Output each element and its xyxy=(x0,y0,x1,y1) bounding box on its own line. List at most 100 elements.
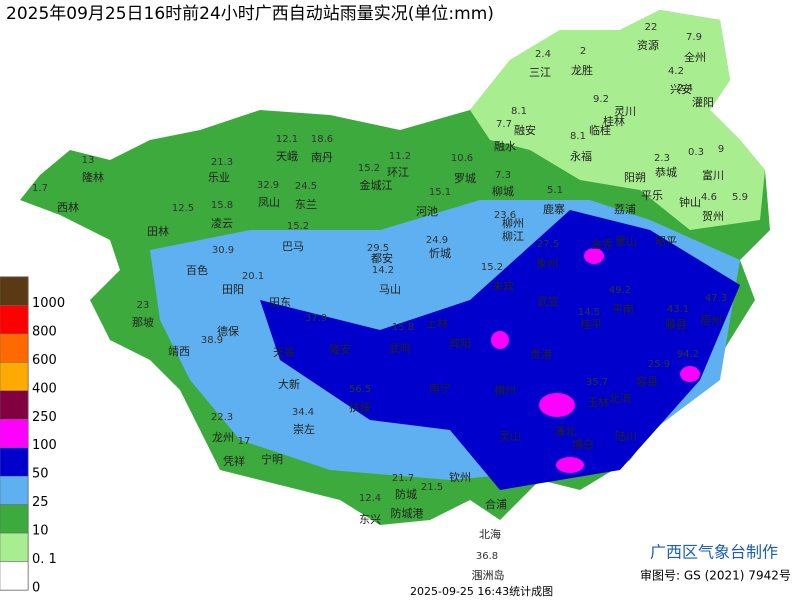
city-label: 融水 xyxy=(494,140,516,153)
city-label: 横州 xyxy=(494,383,516,397)
station-value: 5.9 xyxy=(732,192,748,203)
city-label: 巴马 xyxy=(282,240,304,253)
city-label: 融安 xyxy=(514,123,536,137)
city-label: 贺州 xyxy=(702,210,724,223)
spot xyxy=(680,366,700,382)
city-label: 梧州 xyxy=(700,313,722,327)
city-label: 桂平 xyxy=(580,317,602,331)
city-label: 天峨 xyxy=(276,150,298,163)
extreme-rain-spots xyxy=(491,248,700,473)
legend-label: 0. 1 xyxy=(32,552,57,567)
legend-swatch xyxy=(0,419,29,448)
city-label: 乐业 xyxy=(208,171,230,184)
city-label: 北海 xyxy=(479,527,501,541)
station-value: 49.2 xyxy=(609,285,631,296)
station-value: 24.9 xyxy=(426,235,448,246)
station-value: 8.1 xyxy=(511,106,527,117)
city-label: 富川 xyxy=(702,168,724,182)
station-value: 10.6 xyxy=(451,153,473,164)
city-label: 灌阳 xyxy=(692,96,714,109)
station-value: 4.6 xyxy=(701,192,717,203)
city-label: 德保 xyxy=(217,324,239,338)
station-value: 23.6 xyxy=(494,210,516,221)
station-value: 29.5 xyxy=(367,243,389,254)
city-label: 玉林 xyxy=(587,395,609,409)
station-value: 15.8 xyxy=(211,200,233,211)
city-label: 凌云 xyxy=(211,216,233,230)
city-label: 田阳 xyxy=(222,283,244,296)
spot xyxy=(491,331,509,349)
station-value: 15.1 xyxy=(429,187,451,198)
legend-swatch xyxy=(0,447,29,477)
city-label: 柳江 xyxy=(502,229,524,243)
station-value: 2.4 xyxy=(677,83,693,94)
station-value: 35.7 xyxy=(586,377,608,388)
legend-swatch xyxy=(0,305,29,335)
station-value: 43.1 xyxy=(667,304,689,315)
legend-label: 0 xyxy=(32,581,40,596)
city-label: 凤山 xyxy=(258,196,280,209)
legend-swatch xyxy=(0,561,29,591)
station-value: 7.3 xyxy=(495,170,511,181)
city-label: 博白 xyxy=(572,437,594,451)
city-label: 涠洲岛 xyxy=(472,568,505,582)
station-value: 12.5 xyxy=(172,203,194,214)
city-label: 凭祥 xyxy=(223,454,245,468)
city-label: 合浦 xyxy=(485,497,507,511)
city-label: 蒙山 xyxy=(615,235,637,248)
station-value: 14.5 xyxy=(578,307,600,318)
station-value: 18.6 xyxy=(311,134,333,145)
title: 2025年09月25日16时前24小时广西自动站雨量实况(单位:mm) xyxy=(6,4,494,24)
city-label: 金城江 xyxy=(360,178,393,192)
city-label: 灵川 xyxy=(614,105,636,118)
station-value: 22 xyxy=(645,22,658,33)
city-label: 东兰 xyxy=(295,198,317,211)
legend-label: 25 xyxy=(32,495,49,510)
city-label: 阳朔 xyxy=(624,171,646,184)
legend-swatch xyxy=(0,362,29,392)
city-label: 临桂 xyxy=(589,123,611,137)
legend-swatch xyxy=(0,532,29,562)
legend-label: 250 xyxy=(32,410,57,425)
city-label: 都安 xyxy=(371,251,393,265)
legend-label: 100 xyxy=(32,438,57,453)
city-label: 钟山 xyxy=(679,195,701,209)
city-label: 大新 xyxy=(278,377,300,391)
station-value: 2.3 xyxy=(654,153,670,164)
city-label: 柳州 xyxy=(502,216,524,230)
city-label: 北流 xyxy=(609,391,631,405)
city-label: 扶绥 xyxy=(349,400,371,414)
city-label: 南宁 xyxy=(429,381,451,395)
station-value: 13 xyxy=(82,155,95,166)
legend-swatch xyxy=(0,333,29,363)
station-value: 36.8 xyxy=(476,551,498,562)
station-value: 21.7 xyxy=(392,473,414,484)
station-value: 56.5 xyxy=(349,384,371,395)
legend-label: 600 xyxy=(32,353,57,368)
station-value: 34.4 xyxy=(292,407,314,418)
city-label: 田东 xyxy=(269,296,291,309)
city-label: 忻城 xyxy=(429,247,451,260)
legend-swatch xyxy=(0,504,29,534)
station-value: 22.3 xyxy=(211,412,233,423)
station-value: 15.8 xyxy=(392,322,414,333)
city-label: 隆安 xyxy=(329,342,351,356)
approval: 审图号: GS (2021) 7942号 xyxy=(640,568,791,583)
city-label: 防城 xyxy=(395,487,417,501)
city-label: 资源 xyxy=(637,38,659,52)
city-label: 防城港 xyxy=(391,506,424,520)
city-label: 平乐 xyxy=(641,189,663,202)
spot xyxy=(556,457,584,473)
station-value: 17 xyxy=(238,436,251,447)
city-label: 灵山 xyxy=(499,430,521,443)
station-value: 1.7 xyxy=(32,183,48,194)
station-value: 25.9 xyxy=(648,359,670,370)
station-value: 14.2 xyxy=(372,265,394,276)
city-label: 武宣 xyxy=(537,294,559,308)
city-label: 靖西 xyxy=(168,345,190,358)
city-label: 平南 xyxy=(612,303,634,316)
city-label: 西林 xyxy=(57,200,79,214)
city-label: 南丹 xyxy=(311,151,333,164)
station-value: 0.3 xyxy=(688,147,704,158)
legend-label: 1000 xyxy=(32,296,65,311)
